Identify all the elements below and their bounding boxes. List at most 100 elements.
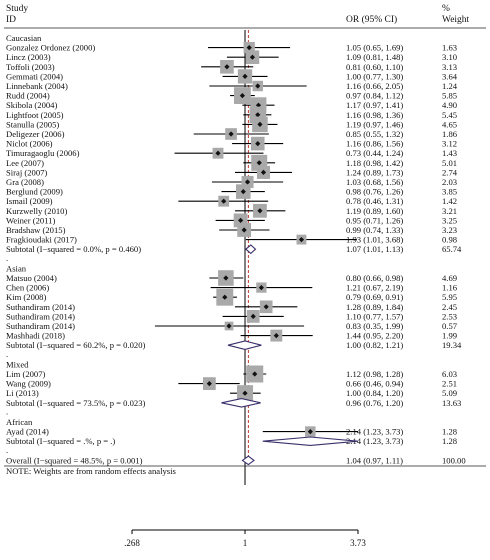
study-id: Gra (2008) (6, 177, 44, 187)
study-or-ci: 0.73 (0.44, 1.24) (346, 148, 403, 158)
study-weight: 1.28 (442, 427, 457, 437)
study-weight: 3.10 (442, 52, 457, 62)
study-weight: 1.43 (442, 148, 457, 158)
study-or-ci: 0.80 (0.66, 0.98) (346, 273, 403, 283)
study-weight: 3.85 (442, 187, 457, 197)
study-or-ci: 1.03 (0.68, 1.56) (346, 177, 403, 187)
study-id: Berglund (2009) (6, 187, 63, 197)
study-id: Suthandiram (2014) (6, 311, 75, 321)
point-estimate (228, 131, 234, 137)
overall-weight: 100.00 (442, 455, 466, 465)
point-estimate (246, 45, 252, 51)
subtotal-diamond (245, 244, 257, 255)
study-weight: 3.64 (442, 71, 458, 81)
point-estimate (241, 227, 247, 233)
study-or-ci: 1.10 (0.77, 1.57) (346, 311, 403, 321)
study-id: Chen (2006) (6, 283, 49, 293)
point-estimate (255, 83, 261, 89)
study-or-ci: 1.00 (0.77, 1.30) (346, 71, 403, 81)
study-id: Timuragaoglu (2006) (6, 148, 80, 158)
study-id: Weiner (2011) (6, 215, 55, 225)
study-or-ci: 1.16 (0.66, 2.05) (346, 81, 403, 91)
point-estimate (224, 64, 230, 70)
subtotal-diamond (262, 436, 359, 446)
subtotal-label: Subtotal (I−squared = 0.0%, p = 0.460) (6, 244, 141, 254)
study-id: Bradshaw (2015) (6, 225, 66, 235)
group-label: Caucasian (6, 33, 42, 43)
study-weight: 4.65 (442, 119, 457, 129)
point-estimate (221, 198, 227, 204)
point-estimate (222, 294, 228, 300)
subtotal-label: Subtotal (I−squared = 73.5%, p = 0.023) (6, 398, 146, 408)
study-weight: 5.85 (442, 91, 457, 101)
footnote: NOTE: Weights are from random effects an… (6, 466, 177, 476)
study-weight: 6.03 (442, 369, 457, 379)
spacer-dot: . (6, 445, 8, 455)
subtotal-label: Subtotal (I−squared = .%, p = .) (6, 436, 115, 446)
study-or-ci: 1.05 (0.65, 1.69) (346, 43, 403, 53)
subtotal-or-ci: 1.00 (0.82, 1.21) (346, 340, 403, 350)
point-estimate (257, 121, 263, 127)
header-percent: % (442, 4, 450, 14)
study-weight: 1.16 (442, 283, 458, 293)
point-estimate (255, 141, 261, 147)
point-estimate (215, 150, 221, 156)
study-weight: 5.95 (442, 292, 457, 302)
study-id: Deligezer (2006) (6, 129, 65, 139)
spacer-dot: . (6, 253, 8, 263)
study-id: Lincz (2003) (6, 52, 51, 62)
study-id: Wang (2009) (6, 379, 51, 389)
study-weight: 4.69 (442, 273, 457, 283)
study-or-ci: 1.24 (0.89, 1.73) (346, 167, 403, 177)
study-weight: 3.21 (442, 206, 457, 216)
study-or-ci: 1.12 (0.98, 1.28) (346, 369, 403, 379)
study-id: Skibola (2004) (6, 100, 57, 110)
study-id: Toffoli (2003) (6, 62, 55, 72)
overall-label: Overall (I−squared = 48.5%, p = 0.001) (6, 455, 143, 465)
point-estimate (206, 381, 212, 387)
study-id: Siraj (2007) (6, 167, 47, 177)
subtotal-weight: 65.74 (442, 244, 462, 254)
subtotal-diamond (221, 398, 261, 408)
study-id: Gemmati (2004) (6, 71, 63, 81)
study-weight: 2.53 (442, 311, 457, 321)
subtotal-or-ci: 0.96 (0.76, 1.20) (346, 398, 403, 408)
group-label: Asian (6, 263, 27, 273)
header-or-ci: OR (95% CI) (346, 14, 397, 25)
study-id: Lee (2007) (6, 158, 44, 168)
study-id: Stanulla (2005) (6, 119, 59, 129)
study-or-ci: 0.85 (0.55, 1.32) (346, 129, 403, 139)
subtotal-or-ci: 2.14 (1.23, 3.73) (346, 436, 403, 446)
spacer-dot: . (6, 349, 8, 359)
study-id: Kurzwelly (2010) (6, 206, 67, 216)
study-weight: 1.63 (442, 43, 457, 53)
study-or-ci: 0.97 (0.84, 1.12) (346, 91, 403, 101)
study-id: Li (2013) (6, 388, 39, 398)
study-weight: 0.57 (442, 321, 458, 331)
point-estimate (257, 208, 263, 214)
x-tick-label: .268 (124, 538, 140, 548)
study-weight: 2.45 (442, 302, 457, 312)
study-id: Ayad (2014) (6, 427, 49, 437)
study-weight: 3.23 (442, 225, 457, 235)
study-or-ci: 1.18 (0.98, 1.42) (346, 158, 403, 168)
point-estimate (273, 333, 279, 339)
subtotal-label: Subtotal (I−squared = 60.2%, p = 0.020) (6, 340, 146, 350)
study-or-ci: 0.79 (0.69, 0.91) (346, 292, 403, 302)
header: Study ID OR (95% CI) % Weight (4, 4, 486, 29)
subtotal-or-ci: 1.07 (1.01, 1.13) (346, 244, 403, 254)
study-id: Gonzalez Ordonez (2000) (6, 43, 95, 53)
study-or-ci: 0.98 (0.76, 1.26) (346, 187, 403, 197)
study-or-ci: 0.95 (0.71, 1.26) (346, 215, 403, 225)
study-id: Ismail (2009) (6, 196, 53, 206)
study-or-ci: 0.78 (0.46, 1.31) (346, 196, 403, 206)
overall-diamond (241, 455, 255, 466)
study-weight: 1.24 (442, 81, 458, 91)
subtotal-weight: 1.28 (442, 436, 457, 446)
group-label: African (6, 417, 33, 427)
study-weight: 4.90 (442, 100, 457, 110)
study-weight: 5.01 (442, 158, 457, 168)
study-weight: 2.74 (442, 167, 458, 177)
study-weight: 5.45 (442, 110, 457, 120)
